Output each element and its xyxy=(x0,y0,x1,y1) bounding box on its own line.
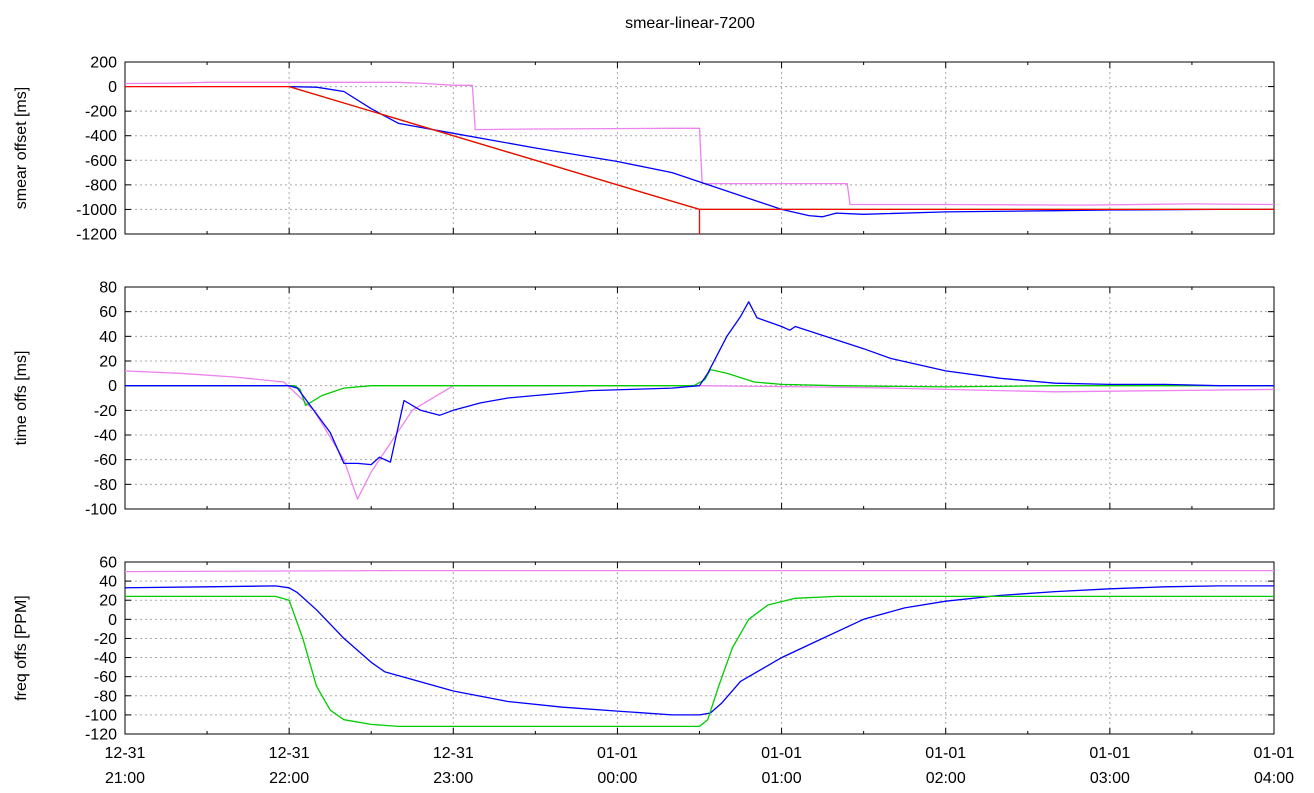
y-tick-label: -100 xyxy=(85,502,117,519)
series-line xyxy=(125,595,1274,728)
y-tick-label: 60 xyxy=(99,304,117,321)
series-group xyxy=(125,569,1274,728)
y-tick-label: -800 xyxy=(85,177,117,194)
y-tick-label: 20 xyxy=(99,354,117,371)
x-tick-label-time: 00:00 xyxy=(597,770,637,787)
y-tick-label: -80 xyxy=(94,688,117,705)
x-tick-label-date: 01-01 xyxy=(761,745,802,762)
y-tick-label: -1200 xyxy=(76,227,117,244)
plot-area xyxy=(124,61,1275,235)
y-tick-label: 0 xyxy=(108,378,117,395)
series-group xyxy=(125,301,1274,500)
time-offset-panel: 80 60 40 20 0 -20 -40 -60 -80 -100 time offs [ms] xyxy=(13,280,1275,519)
y-tick-label: -1000 xyxy=(76,202,117,219)
y-tick-label: 0 xyxy=(108,79,117,96)
x-tick-label-date: 01-01 xyxy=(1254,745,1295,762)
y-tick-label: -120 xyxy=(85,727,117,744)
y-tick-label: 40 xyxy=(99,574,117,591)
x-tick-label-date: 12-31 xyxy=(269,745,310,762)
x-tick-label-time: 21:00 xyxy=(105,770,145,787)
plot-area xyxy=(124,561,1275,735)
x-tick-label-time: 03:00 xyxy=(1090,770,1130,787)
series-line xyxy=(125,81,1274,206)
series-line xyxy=(125,569,1274,573)
x-tick-label-date: 01-01 xyxy=(925,745,966,762)
y-tick-label: 20 xyxy=(99,593,117,610)
smear-offset-panel: 200 0 -200 -400 -600 -800 -1000 -1200 smear offs… xyxy=(13,55,1275,244)
y-tick-label: -400 xyxy=(85,128,117,145)
x-tick-label-date: 12-31 xyxy=(105,745,146,762)
x-tick-label-time: 02:00 xyxy=(926,770,966,787)
x-tick-label-time: 04:00 xyxy=(1254,770,1294,787)
y-tick-label: -200 xyxy=(85,104,117,121)
y-tick-label: -60 xyxy=(94,452,117,469)
x-tick-label-time: 22:00 xyxy=(269,770,309,787)
y-axis-title: time offs [ms] xyxy=(13,351,30,446)
series-group xyxy=(125,81,1274,234)
x-tick-label-date: 01-01 xyxy=(597,745,638,762)
y-axis-title: freq offs [PPM] xyxy=(13,595,30,701)
chart-title: smear-linear-7200 xyxy=(625,15,755,32)
series-line xyxy=(125,585,1274,716)
x-tick-label-date: 01-01 xyxy=(1089,745,1130,762)
freq-offset-panel: 60 40 20 0 -20 -40 -60 -80 -100 -120 freq offs [PP… xyxy=(13,555,1275,744)
series-line xyxy=(125,301,1274,466)
y-tick-label: -40 xyxy=(94,650,117,667)
x-tick-label-time: 01:00 xyxy=(762,770,802,787)
y-tick-label: 80 xyxy=(99,280,117,297)
plot-area xyxy=(124,286,1275,510)
y-tick-label: -80 xyxy=(94,477,117,494)
series-line xyxy=(125,85,1274,211)
y-tick-label: -20 xyxy=(94,631,117,648)
y-tick-label: -40 xyxy=(94,428,117,445)
x-axis-tick-labels: 12-31 21:00 12-31 22:00 12-31 23:00 01-01 00:00… xyxy=(105,745,1295,787)
y-tick-label: 40 xyxy=(99,329,117,346)
y-tick-label: -100 xyxy=(85,707,117,724)
x-tick-label-date: 12-31 xyxy=(433,745,474,762)
y-tick-label: 60 xyxy=(99,555,117,572)
y-tick-label: -600 xyxy=(85,153,117,170)
y-tick-label: 200 xyxy=(90,55,117,72)
x-tick-label-time: 23:00 xyxy=(433,770,473,787)
y-tick-label: -20 xyxy=(94,403,117,420)
y-tick-label: 0 xyxy=(108,612,117,629)
y-tick-label: -60 xyxy=(94,669,117,686)
y-axis-title: smear offset [ms] xyxy=(13,87,30,209)
